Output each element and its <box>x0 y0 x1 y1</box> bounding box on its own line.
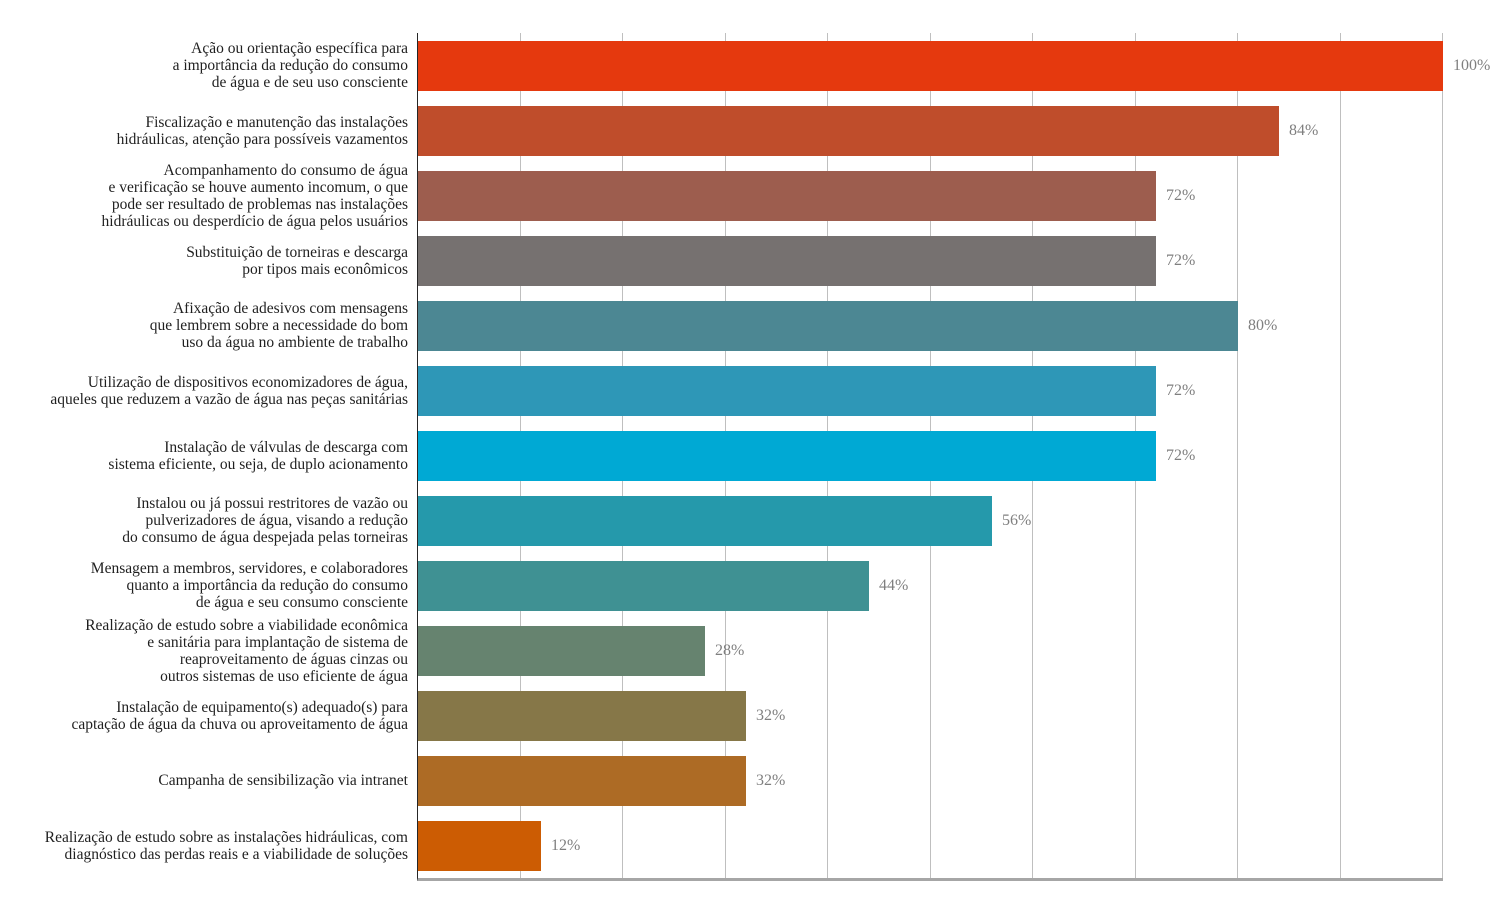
bar-value-label: 72% <box>1166 186 1196 204</box>
category-label-text: Substituição de torneiras e descarga por… <box>186 243 408 278</box>
category-label: Acompanhamento do consumo de água e veri… <box>0 161 417 230</box>
bar <box>418 300 1238 351</box>
bar-row: 100% <box>418 33 1490 98</box>
bar <box>418 235 1156 286</box>
bar-row: 72% <box>418 228 1443 293</box>
bar-value-label: 56% <box>1002 511 1032 529</box>
bar <box>418 690 746 741</box>
bar-value-label: 32% <box>756 706 786 724</box>
category-label-text: Fiscalização e manutenção das instalaçõe… <box>116 113 408 148</box>
bar <box>418 755 746 806</box>
category-label: Instalação de equipamento(s) adequado(s)… <box>0 683 417 748</box>
bar-value-label: 44% <box>879 576 909 594</box>
bar-value-label: 100% <box>1453 56 1491 74</box>
category-label: Instalou ou já possui restritores de vaz… <box>0 488 417 553</box>
gridline <box>1442 33 1443 878</box>
category-label: Afixação de adesivos com mensagens que l… <box>0 293 417 358</box>
category-label: Campanha de sensibilização via intranet <box>0 748 417 813</box>
category-label-text: Instalação de equipamento(s) adequado(s)… <box>71 698 408 733</box>
bar-rows: 100% 84% 72% 72% 80% 72% 72% 56% 44% 28% 32% 32% 12% <box>418 33 1490 878</box>
bar-value-label: 72% <box>1166 446 1196 464</box>
bar-value-label: 72% <box>1166 381 1196 399</box>
gridline <box>1237 33 1238 878</box>
bar-row: 56% <box>418 488 1443 553</box>
bar <box>418 105 1279 156</box>
bar-value-label: 72% <box>1166 251 1196 269</box>
category-label-text: Acompanhamento do consumo de água e veri… <box>101 161 408 230</box>
bar-row: 84% <box>418 98 1443 163</box>
bar-row: 32% <box>418 748 1443 813</box>
gridline <box>1339 33 1341 878</box>
bar <box>418 40 1443 91</box>
category-label: Utilização de dispositivos economizadore… <box>0 358 417 423</box>
bar <box>418 495 992 546</box>
category-label: Mensagem a membros, servidores, e colabo… <box>0 553 417 618</box>
bar <box>418 820 541 871</box>
category-label-text: Instalação de válvulas de descarga com s… <box>108 438 408 473</box>
category-label-text: Utilização de dispositivos economizadore… <box>50 373 408 408</box>
bar-value-label: 32% <box>756 771 786 789</box>
category-label-text: Instalou ou já possui restritores de vaz… <box>122 495 408 546</box>
category-label-text: Realização de estudo sobre a viabilidade… <box>85 616 408 685</box>
bar-row: 12% <box>418 813 1443 878</box>
category-label-text: Mensagem a membros, servidores, e colabo… <box>90 560 408 611</box>
bar-row: 72% <box>418 163 1443 228</box>
plot-area: 100% 84% 72% 72% 80% 72% 72% 56% 44% 28% 32% 32% 12% <box>417 33 1490 881</box>
bar-value-label: 80% <box>1248 316 1278 334</box>
bar-row: 80% <box>418 293 1443 358</box>
category-label: Fiscalização e manutenção das instalaçõe… <box>0 98 417 163</box>
category-label: Instalação de válvulas de descarga com s… <box>0 423 417 488</box>
bar <box>418 625 705 676</box>
bar <box>418 170 1156 221</box>
bar-row: 72% <box>418 423 1443 488</box>
bar-row: 72% <box>418 358 1443 423</box>
bar-row: 44% <box>418 553 1443 618</box>
category-label: Ação ou orientação específica para a imp… <box>0 33 417 98</box>
category-label: Substituição de torneiras e descarga por… <box>0 228 417 293</box>
bar <box>418 430 1156 481</box>
bar-value-label: 28% <box>715 641 745 659</box>
bar-value-label: 12% <box>551 836 581 854</box>
category-label-text: Campanha de sensibilização via intranet <box>158 772 408 789</box>
bar <box>418 365 1156 416</box>
bar-value-label: 84% <box>1289 121 1319 139</box>
category-label: Realização de estudo sobre as instalaçõe… <box>0 813 417 878</box>
bar-row: 32% <box>418 683 1443 748</box>
category-label-text: Ação ou orientação específica para a imp… <box>172 40 408 91</box>
bar-row: 28% <box>418 618 1443 683</box>
category-label: Realização de estudo sobre a viabilidade… <box>0 616 417 685</box>
bar <box>418 560 869 611</box>
category-label-text: Realização de estudo sobre as instalaçõe… <box>44 828 408 863</box>
category-label-text: Afixação de adesivos com mensagens que l… <box>149 300 408 351</box>
